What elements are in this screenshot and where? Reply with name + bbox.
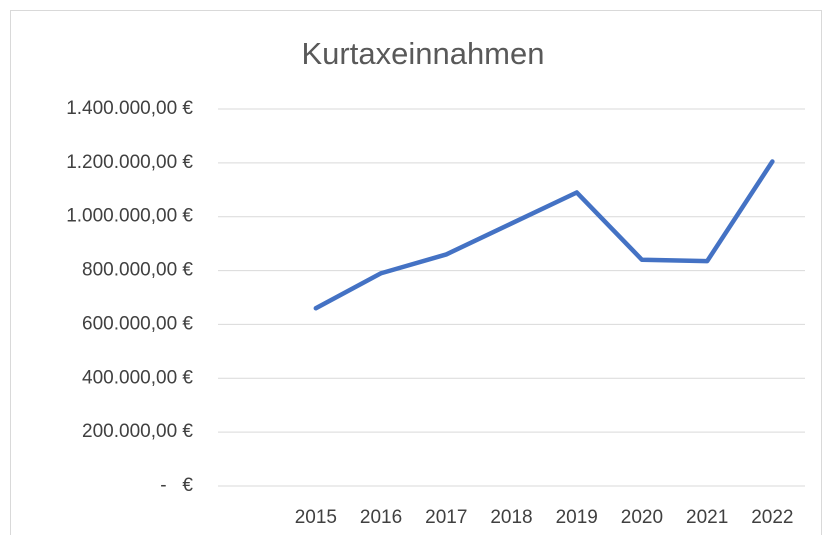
x-tick-label: 2016: [360, 507, 402, 528]
x-tick-label: 2020: [621, 507, 663, 528]
x-tick-label: 2021: [686, 507, 728, 528]
y-tick-label: 400.000,00 €: [82, 367, 193, 388]
data-line: [313, 159, 775, 311]
y-tick-label: 200.000,00 €: [82, 421, 193, 442]
x-tick-label: 2019: [556, 507, 598, 528]
y-tick-label: 1.200.000,00 €: [66, 152, 193, 173]
chart-title: Kurtaxeinnahmen: [302, 36, 545, 71]
y-tick-label: - €: [160, 475, 193, 496]
chart-border: [10, 10, 822, 535]
x-tick-label: 2018: [490, 507, 532, 528]
y-tick-label: 800.000,00 €: [82, 260, 193, 281]
x-tick-label: 2015: [295, 507, 337, 528]
x-tick-label: 2022: [751, 507, 793, 528]
y-tick-label: 1.400.000,00 €: [66, 98, 193, 119]
x-tick-label: 2017: [425, 507, 467, 528]
y-tick-label: 1.000.000,00 €: [66, 206, 193, 227]
y-tick-label: 600.000,00 €: [82, 313, 193, 334]
